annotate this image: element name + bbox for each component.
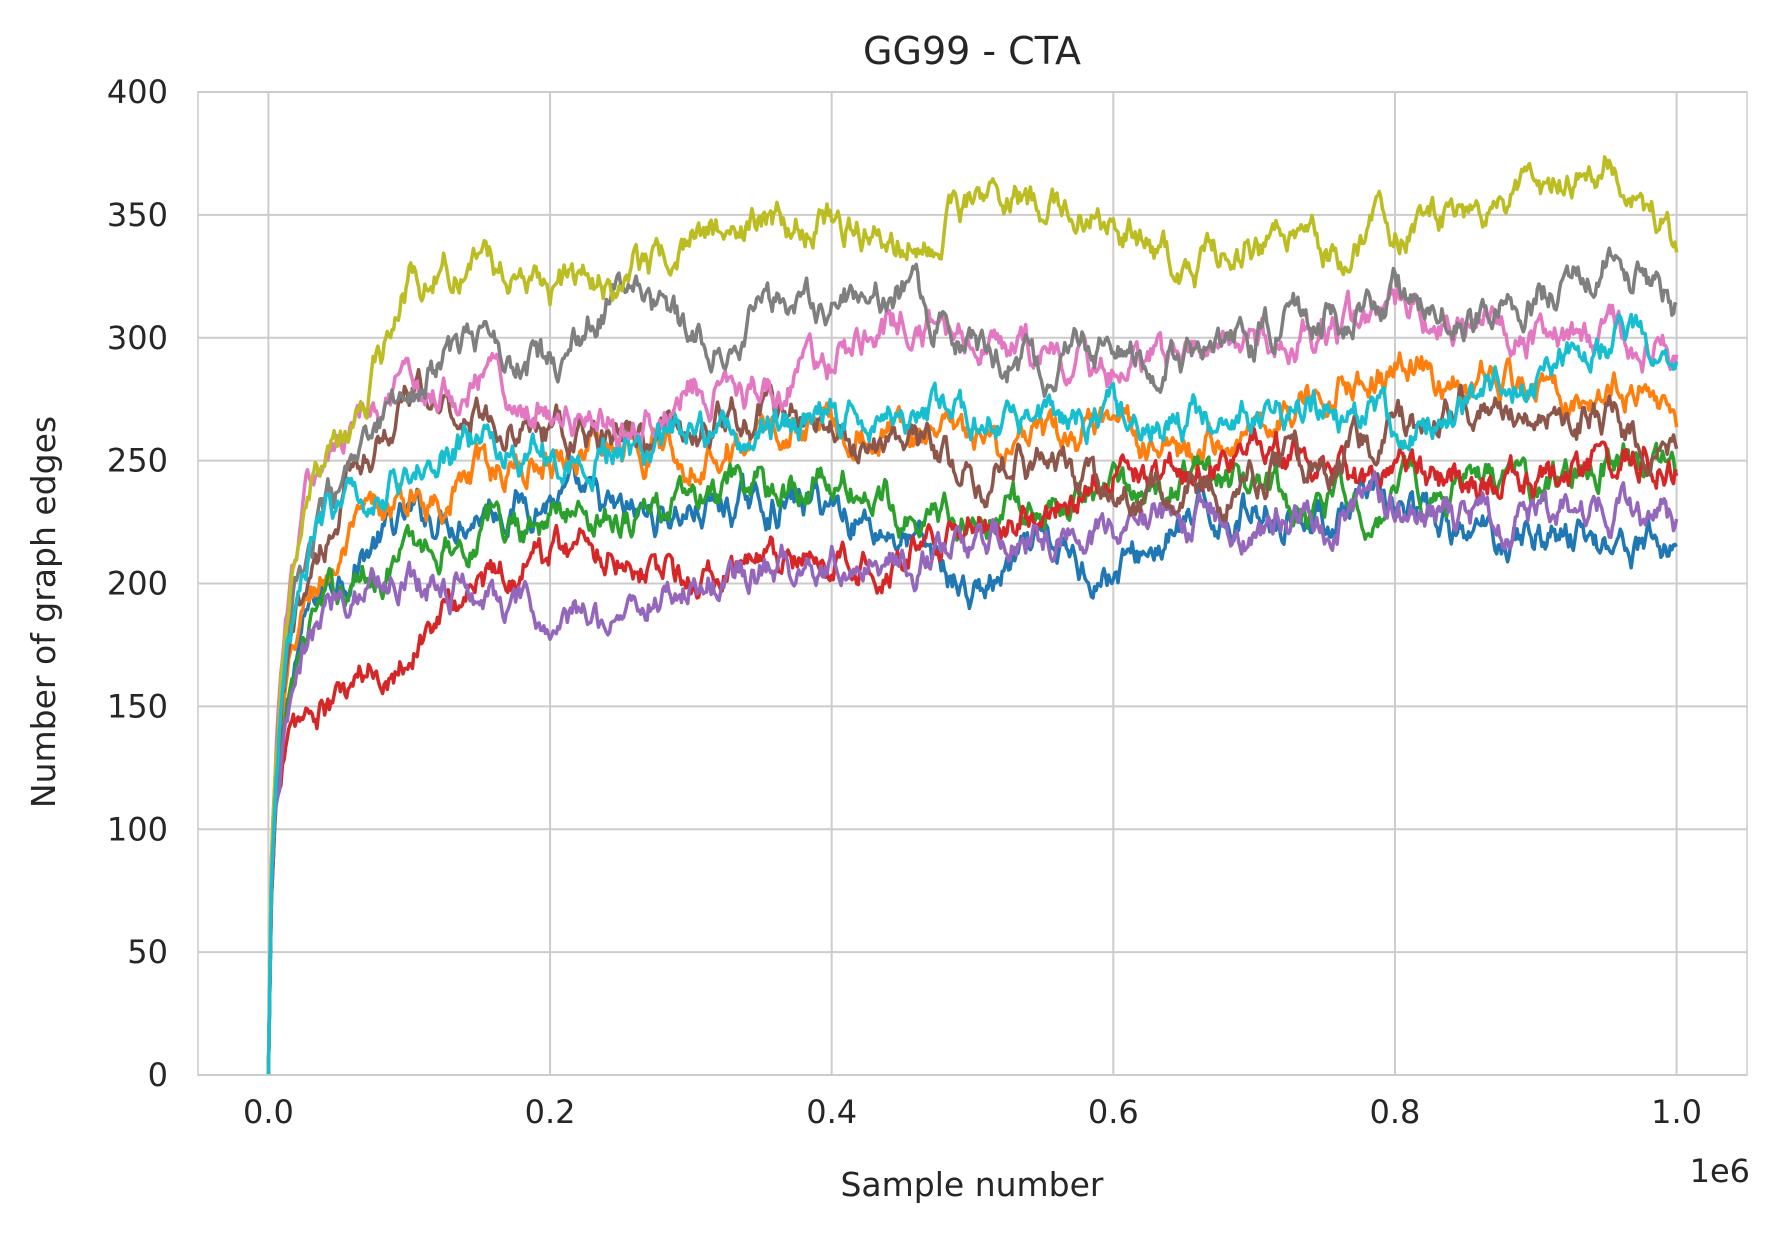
y-tick-label: 400: [107, 73, 168, 111]
x-tick-label: 0.2: [525, 1093, 576, 1131]
x-axis-label: Sample number: [840, 1165, 1103, 1204]
y-axis-label: Number of graph edges: [24, 416, 63, 808]
y-tick-label: 0: [148, 1056, 168, 1094]
y-tick-label: 300: [107, 319, 168, 357]
y-tick-label: 100: [107, 810, 168, 848]
x-tick-labels: 0.0 0.2 0.4 0.6 0.8 1.0: [243, 1093, 1702, 1131]
series-line: [266, 246, 1678, 1076]
y-tick-labels: 0 50 100 150 200 250 300 350 400: [107, 73, 168, 1094]
series-line: [266, 282, 1679, 1076]
series-line: [266, 470, 1679, 1076]
series-line: [266, 441, 1679, 1076]
x-tick-label: 0.8: [1370, 1093, 1421, 1131]
series-line: [266, 312, 1679, 1076]
series-line: [266, 427, 1679, 1076]
y-tick-label: 250: [107, 442, 168, 480]
x-tick-label: 1.0: [1651, 1093, 1702, 1131]
y-tick-label: 350: [107, 196, 168, 234]
x-tick-label: 0.6: [1088, 1093, 1139, 1131]
x-axis-offset-label: 1e6: [1690, 1152, 1750, 1190]
x-tick-label: 0.4: [806, 1093, 857, 1131]
plot-frame: [197, 91, 1748, 1076]
y-tick-label: 200: [107, 565, 168, 603]
x-tick-label: 0.0: [243, 1093, 294, 1131]
y-tick-label: 50: [127, 933, 168, 971]
y-tick-label: 150: [107, 687, 168, 725]
series-lines: [266, 155, 1679, 1076]
chart-title: GG99 - CTA: [863, 29, 1081, 73]
series-line: [266, 155, 1679, 1076]
series-line: [266, 367, 1679, 1076]
